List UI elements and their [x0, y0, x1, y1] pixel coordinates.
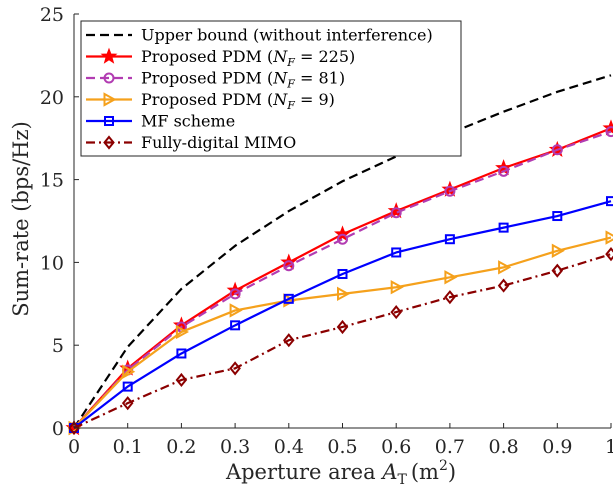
series-fully-digital-mimo-point [390, 305, 402, 320]
series-proposed-pdm-n-f-81-point [283, 260, 295, 272]
legend-item-fully-digital-mimo: Fully-digital MIMO [86, 133, 296, 152]
legend-item-mf-scheme: MF scheme [86, 112, 235, 131]
series-fully-digital-mimo-point [444, 290, 456, 305]
series-proposed-pdm-n-f-9-point [175, 324, 189, 340]
legend-item-upper-bound-without-interference-label: Upper bound (without interference) [141, 26, 433, 45]
series-fully-digital-mimo-point [229, 361, 241, 376]
series-fully-digital-mimo-point [121, 396, 134, 411]
y-axis-label: Sum-rate (bps/Hz) [9, 121, 33, 317]
x-tick-label: 0.2 [166, 436, 196, 458]
x-tick-label: 0.6 [381, 436, 411, 458]
series-proposed-pdm-n-f-225-point [334, 225, 351, 242]
y-tick-label: 15 [40, 170, 64, 192]
series-mf-scheme-point [498, 222, 509, 233]
legend-item-fully-digital-mimo-label: Fully-digital MIMO [141, 133, 296, 152]
series-proposed-pdm-n-f-81-point [551, 144, 563, 156]
series-proposed-pdm-n-f-225-point [441, 180, 459, 197]
series-proposed-pdm-n-f-81-point [229, 288, 241, 300]
series-proposed-pdm-n-f-9-point [444, 270, 458, 285]
series-fully-digital-mimo-point [68, 420, 80, 436]
series-fully-digital-mimo-point [497, 278, 510, 293]
series-fully-digital-mimo-point [551, 263, 564, 278]
x-axis-label: Aperture area AT (m2) [225, 458, 456, 488]
legend-item-fully-digital-mimo-marker [103, 135, 115, 150]
legend: Upper bound (without interference) Propos… [80, 20, 462, 157]
series-mf-scheme-point [606, 196, 613, 207]
x-tick-label: 0.9 [542, 436, 572, 458]
series-fully-digital-mimo-line [73, 253, 612, 429]
series-fully-digital-mimo-point [605, 247, 613, 262]
series-mf-scheme-point [230, 320, 241, 331]
legend-item-proposed-pdm-n-f-81-marker [103, 72, 115, 84]
legend-item-proposed-pdm-n-f-225-marker [100, 47, 118, 64]
plot-area [65, 74, 613, 436]
series-proposed-pdm-n-f-9-line [73, 236, 612, 429]
series-proposed-pdm-n-f-81-point [498, 165, 510, 177]
legend-item-proposed-pdm-n-f-81: Proposed PDM (NF = 81) [86, 69, 345, 91]
series-fully-digital-mimo-point [283, 333, 295, 348]
series-mf-scheme-point [552, 211, 563, 222]
legend-item-proposed-pdm-n-f-225-label: Proposed PDM (NF = 225) [141, 47, 355, 69]
y-tick-label: 0 [52, 418, 64, 440]
series-mf-scheme-point [283, 293, 294, 304]
series-proposed-pdm-n-f-9-point [122, 364, 136, 379]
x-tick-label: 0.3 [220, 436, 250, 458]
y-tick-label: 20 [40, 87, 64, 109]
legend-item-mf-scheme-marker [104, 116, 114, 126]
legend-box [80, 20, 462, 157]
series-mf-scheme-point [122, 381, 133, 392]
legend-item-proposed-pdm-n-f-9-marker [103, 92, 117, 107]
series-proposed-pdm-n-f-9-point [498, 260, 512, 275]
series-proposed-pdm-n-f-9 [68, 230, 613, 436]
legend-item-proposed-pdm-n-f-81-label: Proposed PDM (NF = 81) [141, 69, 345, 91]
series-upper-bound-without-interference [73, 74, 612, 429]
series-proposed-pdm-n-f-9-point [229, 303, 243, 318]
legend-item-proposed-pdm-n-f-225: Proposed PDM (NF = 225) [86, 47, 355, 69]
series-mf-scheme-line [73, 200, 612, 429]
series-proposed-pdm-n-f-81-point [605, 126, 613, 138]
series-proposed-pdm-n-f-81-line [73, 130, 612, 429]
legend-item-upper-bound-without-interference: Upper bound (without interference) [86, 26, 433, 45]
series-proposed-pdm-n-f-81-point [390, 207, 402, 219]
legend-item-mf-scheme-label: MF scheme [141, 112, 235, 131]
series-mf-scheme-point [337, 268, 348, 279]
series-mf-scheme-point [444, 234, 455, 245]
y-tick-label: 5 [52, 335, 64, 357]
series-proposed-pdm-n-f-9-point [337, 286, 351, 302]
y-tick-label: 10 [40, 252, 64, 274]
x-tick-label: 1 [605, 436, 613, 458]
series-proposed-pdm-n-f-81-point [444, 185, 456, 197]
series-fully-digital-mimo-point [175, 372, 188, 388]
legend-item-proposed-pdm-n-f-9: Proposed PDM (NF = 9) [86, 90, 335, 112]
series-mf-scheme-point [391, 247, 402, 258]
x-tick-label: 0.5 [327, 436, 357, 458]
x-tick-label: 0 [68, 436, 80, 458]
series-proposed-pdm-n-f-9-point [551, 243, 565, 258]
series-fully-digital-mimo [68, 247, 613, 436]
x-tick-label: 0.8 [488, 436, 518, 458]
series-proposed-pdm-n-f-81-point [337, 233, 348, 245]
series-mf-scheme-point [176, 348, 187, 359]
x-tick-label: 0.4 [274, 436, 304, 458]
series-proposed-pdm-n-f-225-point [387, 202, 405, 219]
y-tick-label: 25 [40, 4, 64, 26]
legend-item-proposed-pdm-n-f-9-label: Proposed PDM (NF = 9) [141, 90, 335, 112]
series-fully-digital-mimo-point [336, 319, 349, 335]
x-tick-label: 0.1 [113, 436, 143, 458]
series-proposed-pdm-n-f-9-point [390, 280, 404, 295]
series-mf-scheme [69, 196, 613, 433]
x-tick-label: 0.7 [435, 436, 465, 458]
series-upper-bound-without-interference-line [73, 74, 612, 429]
series-proposed-pdm-n-f-9-point [605, 230, 613, 245]
